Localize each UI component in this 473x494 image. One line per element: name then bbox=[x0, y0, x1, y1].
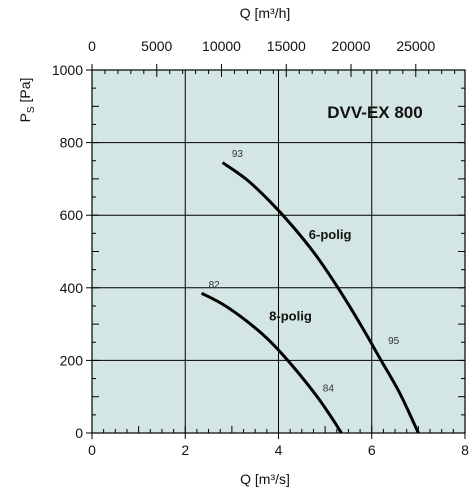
x2-tick-label: 5000 bbox=[141, 38, 172, 54]
x2-tick-label: 25000 bbox=[396, 38, 435, 54]
series-curves bbox=[200, 161, 420, 434]
series-point-label: 82 bbox=[209, 280, 221, 291]
x2-tick-labels: 0 5000 10000 15000 20000 25000 bbox=[88, 38, 435, 70]
y-tick-label: 200 bbox=[60, 352, 84, 368]
series-point-label: 84 bbox=[323, 383, 335, 394]
y-tick-labels: 0 200 400 600 800 1000 bbox=[52, 62, 92, 441]
x2-tick-label: 10000 bbox=[202, 38, 241, 54]
series-line-8-polig bbox=[200, 291, 343, 434]
grid-lines bbox=[92, 70, 465, 433]
y-tick-label: 400 bbox=[60, 280, 84, 296]
y-axis-title-main: P bbox=[17, 113, 33, 122]
x-tick-labels: 0 2 4 6 8 bbox=[88, 433, 469, 458]
x-tick-label: 6 bbox=[368, 442, 376, 458]
series-point-label: 93 bbox=[232, 149, 244, 160]
y-tick-label: 600 bbox=[60, 207, 84, 223]
series-label-6-polig: 6-polig bbox=[309, 227, 352, 242]
y-axis-title: PS [Pa] bbox=[17, 78, 37, 123]
y-axis-title-sub: S bbox=[26, 106, 37, 113]
series-label-8-polig: 8-polig bbox=[269, 308, 312, 323]
y-tick-label: 1000 bbox=[52, 62, 83, 78]
x-tick-label: 8 bbox=[461, 442, 469, 458]
y-axis-title-unit: [Pa] bbox=[17, 78, 33, 107]
x2-tick-label: 0 bbox=[88, 38, 96, 54]
x-tick-label: 4 bbox=[275, 442, 283, 458]
x2-tick-label: 15000 bbox=[267, 38, 306, 54]
x2-tick-label: 20000 bbox=[332, 38, 371, 54]
chart-title: DVV-EX 800 bbox=[327, 103, 422, 122]
svg-text:PS [Pa]: PS [Pa] bbox=[17, 78, 37, 123]
x2-axis-title: Q [m³/h] bbox=[240, 5, 291, 21]
y-tick-label: 800 bbox=[60, 135, 84, 151]
series-point-label: 95 bbox=[388, 336, 400, 347]
x-tick-label: 0 bbox=[88, 442, 96, 458]
x-tick-label: 2 bbox=[181, 442, 189, 458]
series-line-6-polig bbox=[221, 161, 420, 434]
series-point-labels: 93 95 82 84 bbox=[209, 149, 400, 394]
x-axis-title: Q [m³/s] bbox=[240, 471, 290, 487]
series-name-labels: 6-polig 8-polig bbox=[269, 227, 351, 324]
y-tick-label: 0 bbox=[75, 425, 83, 441]
